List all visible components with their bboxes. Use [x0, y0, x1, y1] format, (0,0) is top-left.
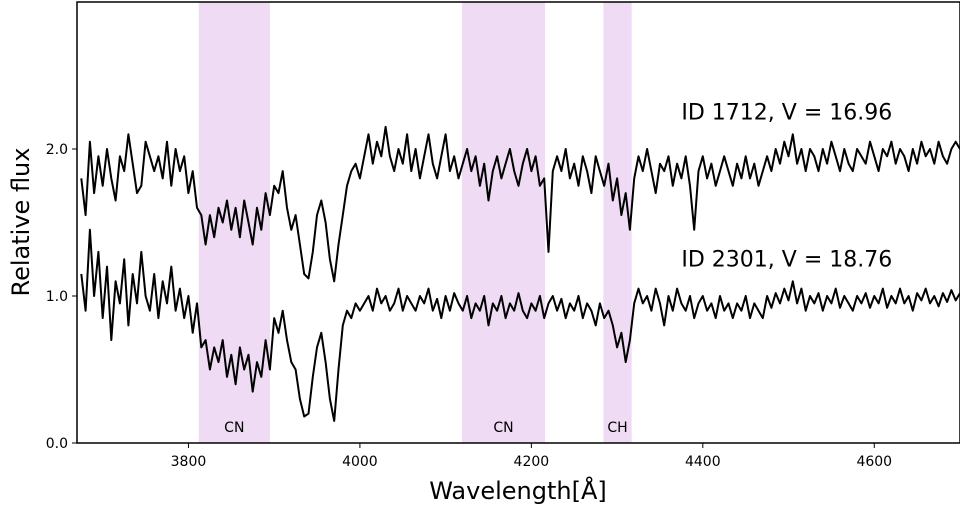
y-tick-label: 1.0 — [46, 289, 68, 305]
x-tick-label: 4600 — [856, 454, 892, 470]
band-labels: CN CN CH — [224, 420, 627, 436]
band-label-cn-0: CN — [224, 420, 244, 436]
y-axis-ticks: 0.0 1.0 2.0 — [46, 142, 77, 452]
band-label-ch-2: CH — [607, 420, 627, 436]
star-label-1: ID 1712, V = 16.96 — [681, 101, 892, 126]
x-tick-label: 4000 — [342, 454, 378, 470]
star-label-2: ID 2301, V = 18.76 — [681, 248, 892, 273]
y-axis-label: Relative flux — [7, 148, 35, 297]
band-label-cn-1: CN — [493, 420, 513, 436]
star-annotations: ID 1712, V = 16.96 ID 2301, V = 18.76 — [681, 101, 892, 273]
x-tick-label: 3800 — [171, 454, 207, 470]
band-ch-2 — [603, 2, 631, 443]
x-tick-label: 4400 — [685, 454, 721, 470]
y-tick-label: 0.0 — [46, 436, 68, 452]
x-axis-label: Wavelength[Å] — [429, 476, 607, 505]
absorption-bands — [199, 2, 632, 443]
x-tick-label: 4200 — [514, 454, 550, 470]
band-cn-1 — [462, 2, 545, 443]
y-tick-label: 2.0 — [46, 142, 68, 158]
x-axis-ticks: 3800 4000 4200 4400 4600 — [171, 443, 892, 470]
